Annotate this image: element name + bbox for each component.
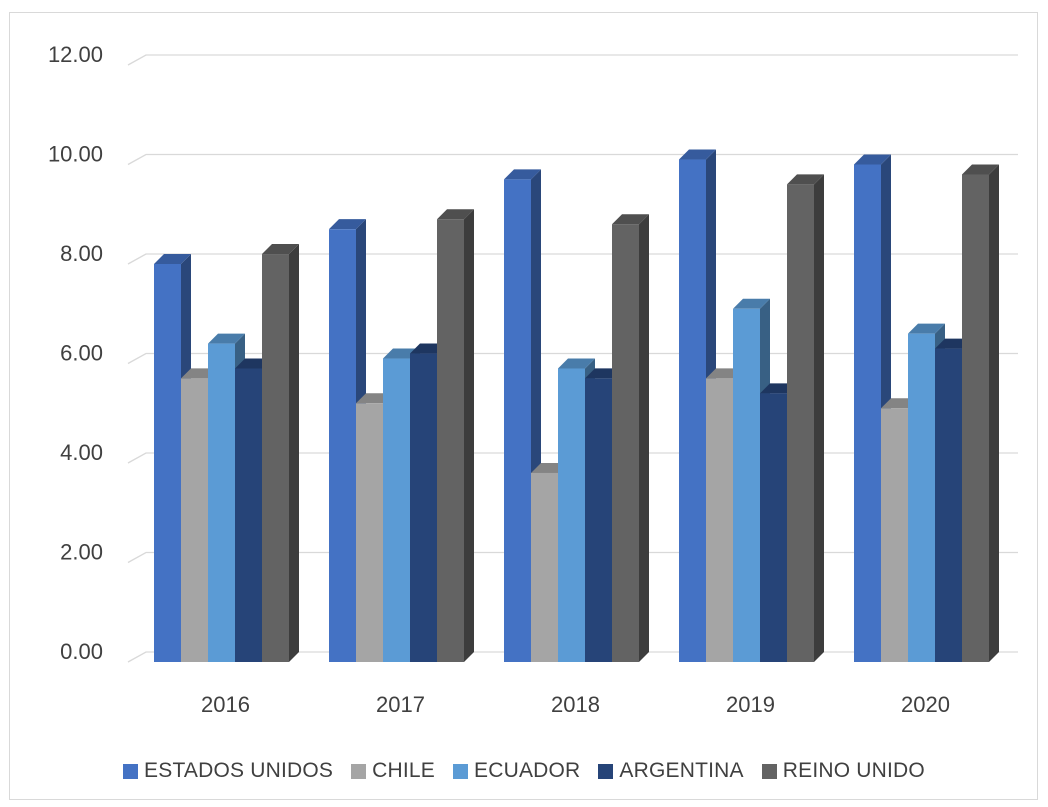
legend-label: ECUADOR (474, 759, 580, 783)
legend-swatch (123, 764, 138, 779)
legend-label: ESTADOS UNIDOS (144, 759, 333, 783)
y-tick-label: 4.00 (60, 440, 103, 465)
legend-item-ecuador: ECUADOR (453, 759, 580, 783)
x-tick-label: 2016 (201, 692, 250, 717)
legend-item-reino-unido: REINO UNIDO (762, 759, 925, 783)
y-tick-label: 0.00 (60, 639, 103, 664)
y-tick-label: 2.00 (60, 540, 103, 565)
legend-label: CHILE (372, 759, 435, 783)
legend-item-argentina: ARGENTINA (598, 759, 743, 783)
legend-item-chile: CHILE (351, 759, 435, 783)
x-tick-label: 2019 (726, 692, 775, 717)
legend-label: REINO UNIDO (783, 759, 925, 783)
legend-swatch (453, 764, 468, 779)
y-tick-label: 10.00 (48, 142, 103, 167)
y-tick-label: 6.00 (60, 341, 103, 366)
bar-reino-unido-2020 (962, 164, 999, 662)
legend-swatch (351, 764, 366, 779)
bar-reino-unido-2016 (262, 244, 299, 662)
legend: ESTADOS UNIDOS CHILE ECUADOR ARGENTINA R… (0, 755, 1048, 787)
y-axis-tick-labels: 0.00 2.00 4.00 6.00 8.00 10.00 12.00 (48, 42, 103, 664)
legend-item-estados-unidos: ESTADOS UNIDOS (123, 759, 333, 783)
x-tick-label: 2017 (376, 692, 425, 717)
bars (154, 150, 999, 662)
legend-swatch (762, 764, 777, 779)
bar-reino-unido-2018 (612, 214, 649, 662)
y-tick-label: 12.00 (48, 42, 103, 67)
bar-reino-unido-2017 (437, 209, 474, 662)
x-tick-label: 2020 (901, 692, 950, 717)
x-tick-label: 2018 (551, 692, 600, 717)
y-tick-label: 8.00 (60, 241, 103, 266)
x-axis-tick-labels: 2016 2017 2018 2019 2020 (201, 692, 950, 717)
gridline (128, 55, 1018, 65)
legend-label: ARGENTINA (619, 759, 743, 783)
bar-reino-unido-2019 (787, 174, 824, 662)
legend-swatch (598, 764, 613, 779)
